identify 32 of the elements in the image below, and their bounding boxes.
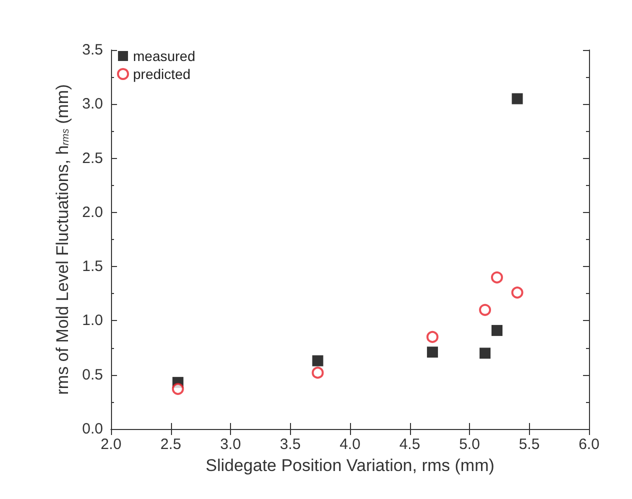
x-tick-label: 3.5 (280, 436, 301, 453)
y-tick-label: 2.0 (82, 204, 103, 221)
x-tick-label: 4.5 (399, 436, 420, 453)
x-tick-label: 2.0 (100, 436, 122, 453)
y-tick-label: 1.0 (82, 312, 103, 330)
legend-label: predicted (133, 66, 191, 82)
point (312, 366, 324, 379)
point (426, 330, 438, 343)
x-tick-label: 5.5 (518, 436, 540, 453)
point (512, 93, 523, 104)
x-tick-label: 5.0 (459, 436, 480, 453)
point (480, 348, 491, 359)
x-axis-title: Slidegate Position Variation, rms (mm) (206, 456, 494, 475)
x-tick-label: 3.0 (220, 436, 241, 453)
y-tick-label: 3.5 (82, 42, 103, 58)
point (491, 324, 502, 336)
x-tick-label: 4.0 (340, 436, 360, 453)
point (479, 304, 492, 316)
y-tick-label: 0.0 (82, 420, 103, 438)
x-tick-label: 2.5 (160, 436, 182, 453)
point (511, 286, 524, 299)
x-tick-label: 6.0 (578, 436, 600, 453)
y-tick-label: 2.5 (82, 150, 103, 167)
point (172, 382, 184, 395)
y-tick-label: 1.5 (82, 258, 103, 276)
point (312, 355, 324, 366)
y-tick-label: 0.5 (82, 366, 103, 384)
legend-label: measured (133, 48, 196, 64)
point (426, 346, 438, 358)
y-axis-title: rms of Mold Level Fluctuations, hrms (mm) (53, 84, 72, 395)
y-tick-label: 3.0 (82, 96, 103, 113)
point (490, 271, 503, 284)
